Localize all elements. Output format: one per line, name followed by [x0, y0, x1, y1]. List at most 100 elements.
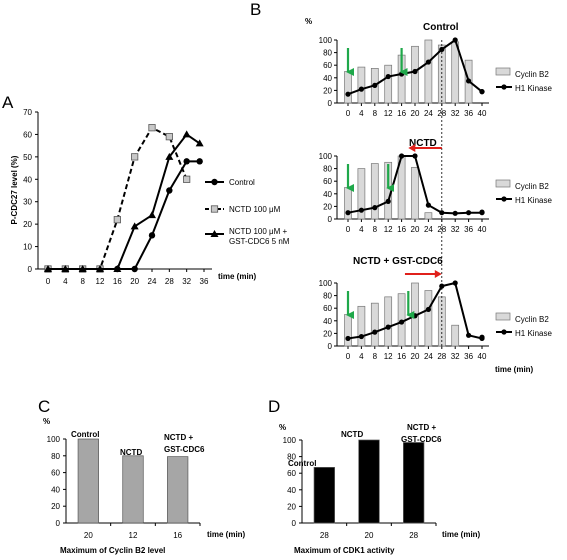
panel-a-point-combo [44, 265, 52, 272]
panel-a-y-tick-label: 50 [23, 153, 32, 162]
panel-a-y-tick-label: 10 [23, 243, 32, 252]
panel-a-y-tick-label: 60 [23, 130, 32, 139]
panel-a-point-control [196, 158, 203, 165]
panel-a-point-control [131, 265, 138, 273]
panel-b-y-tick-label: 100 [319, 152, 333, 161]
panel-a-y-tick-label: 70 [23, 108, 32, 117]
panel-b-point-h1 [425, 306, 431, 313]
panel-b-legend-h1-3: H1 Kinase [515, 329, 552, 338]
panel-a-x-tick-label: 8 [80, 277, 85, 286]
panel-b-point-h1 [412, 153, 418, 159]
panel-b-point-h1 [399, 153, 405, 159]
panel-d-title: Maximum of CDK1 activity [294, 546, 395, 555]
panel-b-x-tick-label: 24 [424, 109, 433, 118]
panel-b-x-tick-label: 8 [373, 225, 378, 234]
panel-b-x-tick-label: 32 [451, 225, 460, 234]
panel-b-point-h1 [412, 68, 418, 75]
panel-a-legend-marker-combo [210, 230, 219, 237]
panel-b-title-control: Control [423, 22, 459, 33]
panel-a-point-nctd [113, 216, 121, 224]
panel-a-legend-combo-line1: NCTD 100 μM + [229, 227, 288, 236]
panel-a-y-tick-label: 30 [23, 198, 32, 207]
panel-c-bar [167, 456, 189, 524]
panel-b-point-h1 [479, 89, 485, 95]
panel-b-title-nctd: NCTD [409, 138, 437, 149]
panel-label-a: A [2, 93, 14, 112]
panel-d-y-tick-label: 0 [292, 519, 297, 528]
panel-b-bar-cyclin [357, 66, 366, 104]
panel-b-point-h1 [466, 210, 472, 216]
panel-b-point-h1 [372, 205, 378, 211]
panel-b-legend-swatch-cyclin [495, 312, 511, 321]
panel-a-point-combo [78, 265, 87, 272]
panel-b-legend-cyclin-1: Cyclin B2 [515, 70, 549, 79]
panel-b-legend-swatch-cyclin [495, 179, 511, 188]
panel-b-arrow-red-combo-head [434, 270, 442, 278]
panel-a-x-tick-label: 36 [200, 277, 209, 286]
panel-a-legend-nctd: NCTD 100 μM [229, 205, 281, 214]
panel-b-point-h1 [452, 280, 458, 286]
panel-b-legend-swatch-cyclin [495, 67, 511, 76]
panel-b-y-tick-label: 60 [323, 304, 332, 313]
panel-c-x-tick-label: 12 [129, 531, 138, 540]
panel-b-bar-cyclin [451, 324, 460, 347]
panel-b-point-h1 [385, 324, 391, 330]
panel-a-x-tick-label: 28 [165, 277, 174, 286]
panel-a-point-control [166, 187, 173, 194]
panel-b-x-tick-label: 0 [346, 352, 351, 361]
panel-b-point-h1 [425, 59, 431, 65]
panel-b-bar-cyclin [370, 163, 379, 220]
panel-b-y-tick-label: 40 [323, 74, 332, 83]
panel-label-d: D [268, 397, 280, 416]
panel-a-point-nctd [183, 175, 191, 183]
panel-a-point-combo [148, 211, 156, 219]
panel-b-x-tick-label: 20 [411, 109, 420, 118]
panel-b-bar-cyclin [370, 302, 379, 347]
panel-b-y-tick-label: 60 [323, 177, 332, 186]
panel-b-x-tick-label: 20 [411, 352, 420, 361]
panel-a-y-tick-label: 0 [28, 265, 33, 274]
panel-b-legend-h1-1: H1 Kinase [515, 84, 552, 93]
panel-b-point-h1 [399, 319, 405, 325]
panel-d-label-nctd: NCTD [341, 430, 363, 439]
panel-a-point-nctd [131, 153, 139, 161]
panel-b-x-tick-label: 36 [464, 109, 473, 118]
panel-b-y-unit: % [305, 17, 312, 26]
panel-a-y-tick-label: 40 [23, 175, 32, 184]
panel-a-point-combo [61, 265, 70, 272]
panel-a-point-combo [130, 222, 139, 230]
panel-c-y-unit: % [43, 417, 50, 426]
panel-b-bar-cyclin [344, 314, 352, 347]
panel-c-label-combo-2: GST-CDC6 [164, 445, 205, 454]
panel-b-x-tick-label: 8 [373, 109, 378, 118]
panel-d-x-tick-label: 28 [320, 531, 329, 540]
panel-b-point-h1 [479, 334, 485, 340]
panel-d-bar [403, 442, 425, 524]
panel-c-y-tick-label: 20 [51, 502, 60, 511]
panel-b-y-tick-label: 80 [323, 292, 332, 301]
panel-c-bar [77, 438, 99, 524]
panel-b-point-h1 [385, 73, 391, 80]
panel-b-point-h1 [439, 283, 445, 289]
panel-a-point-combo [195, 139, 204, 147]
panel-a-x-tick-label: 32 [182, 277, 191, 286]
panel-b-y-tick-label: 20 [323, 86, 332, 95]
panel-a-x-tick-label: 20 [130, 277, 139, 286]
panel-b-bar-cyclin [411, 45, 419, 104]
panel-a-x-tick-label: 24 [148, 277, 157, 286]
panel-label-b: B [250, 0, 261, 19]
panel-d-y-unit: % [279, 423, 286, 432]
panel-a-series-line [48, 133, 201, 270]
panel-d-y-tick-label: 60 [287, 469, 296, 478]
panel-b-x-tick-label: 36 [464, 225, 473, 234]
panel-b-bar-cyclin [357, 305, 366, 347]
panel-a-legend-marker-nctd [210, 205, 219, 213]
panel-b-bar-cyclin [344, 71, 352, 104]
panel-b-x-tick-label: 0 [346, 225, 351, 234]
panel-d-bar [358, 439, 380, 524]
panel-b-bar-cyclin [424, 290, 433, 347]
panel-b-x-tick-label: 12 [384, 352, 393, 361]
panel-b-point-h1 [358, 207, 364, 213]
